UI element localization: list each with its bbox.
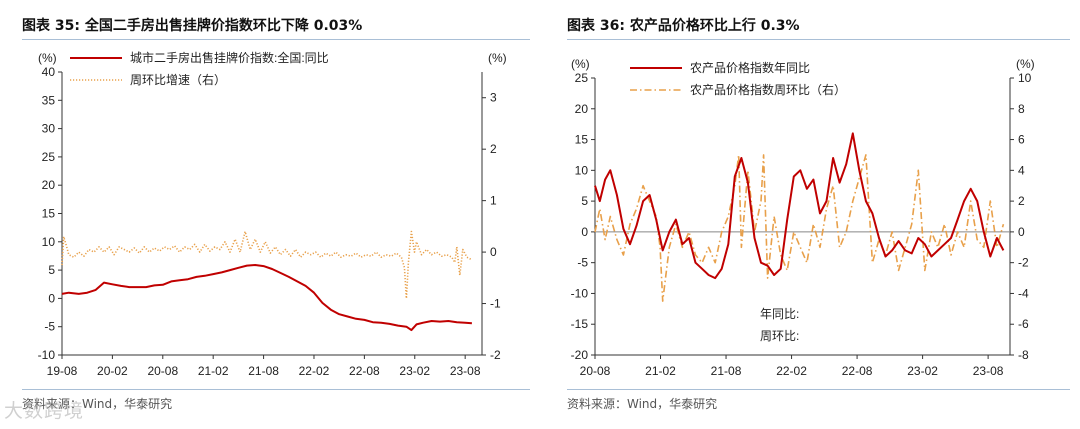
legend-label-1: 城市二手房出售挂牌价指数:全国:同比 <box>130 50 329 65</box>
series-line-1 <box>594 132 1005 280</box>
title-rule <box>567 39 1070 40</box>
left-tick-label: 0 <box>581 225 588 239</box>
series-line-1 <box>61 264 472 332</box>
left-tick-label: 35 <box>42 93 56 107</box>
left-tick-label: 0 <box>48 291 55 305</box>
x-tick-label: 22-08 <box>842 364 873 378</box>
left-tick-label: 40 <box>42 65 56 79</box>
series-line-2 <box>594 154 1005 302</box>
title-rule <box>22 39 530 40</box>
panel-title: 图表 35: 全国二手房出售挂牌价指数环比下降 0.03% <box>22 18 363 34</box>
right-tick-label: -2 <box>1018 256 1029 270</box>
right-tick-label: -2 <box>490 348 501 362</box>
x-tick-label: 20-08 <box>147 364 178 378</box>
source-note: 资料来源：Wind，华泰研究 <box>567 397 718 411</box>
source-rule <box>22 389 530 390</box>
source-rule <box>567 389 1070 390</box>
x-tick-label: 22-02 <box>776 364 807 378</box>
left-tick-label: 20 <box>42 178 56 192</box>
x-tick-label: 21-02 <box>645 364 676 378</box>
right-tick-label: -4 <box>1018 286 1029 300</box>
x-tick-label: 21-02 <box>198 364 229 378</box>
x-tick-label: 23-02 <box>399 364 430 378</box>
chart-36-svg: (%) (%)-20-15-10-50510152025-8-6-4-202468… <box>571 57 1035 378</box>
right-tick-label: 1 <box>490 194 497 208</box>
left-tick-label: -5 <box>44 320 55 334</box>
right-tick-label: -6 <box>1018 317 1029 331</box>
right-tick-label: 10 <box>1018 71 1032 85</box>
left-tick-label: 5 <box>48 263 55 277</box>
left-tick-label: -10 <box>38 348 56 362</box>
right-tick-label: -1 <box>490 297 501 311</box>
right-tick-label: 6 <box>1018 133 1025 147</box>
left-tick-label: 5 <box>581 194 588 208</box>
x-tick-label: 23-08 <box>450 364 481 378</box>
left-tick-label: -20 <box>571 348 589 362</box>
left-tick-label: 20 <box>575 102 589 116</box>
chart-35-svg: (%) (%)-10-50510152025303540-2-1012319-08… <box>38 50 507 378</box>
right-tick-label: 2 <box>1018 194 1025 208</box>
source-note: 资料来源：Wind，华泰研究 <box>22 397 173 411</box>
left-tick-label: -15 <box>571 317 589 331</box>
left-tick-label: 30 <box>42 122 56 136</box>
x-tick-label: 21-08 <box>248 364 279 378</box>
chart-panel-35: 图表 35: 全国二手房出售挂牌价指数环比下降 0.03% (%) (%) -10-… <box>22 18 530 411</box>
panel-title: 图表 36: 农产品价格环比上行 0.3% <box>567 18 800 34</box>
legend-label-2: 农产品价格指数周环比（右） <box>690 82 846 97</box>
left-tick-label: 10 <box>42 235 56 249</box>
right-tick-label: 8 <box>1018 102 1025 116</box>
right-unit-label: (%) <box>1016 57 1035 71</box>
right-unit-label: (%) <box>488 51 507 65</box>
annotation-1: 年同比: <box>760 307 799 321</box>
x-tick-label: 22-02 <box>299 364 330 378</box>
x-tick-label: 19-08 <box>47 364 78 378</box>
legend-label-2: 周环比增速（右） <box>130 72 226 87</box>
right-tick-label: 0 <box>490 245 497 259</box>
right-tick-label: 3 <box>490 91 497 105</box>
left-tick-label: 25 <box>575 71 589 85</box>
left-unit-label: (%) <box>571 57 590 71</box>
x-tick-label: 20-02 <box>97 364 128 378</box>
right-tick-label: 0 <box>1018 225 1025 239</box>
left-tick-label: 15 <box>42 207 56 221</box>
left-unit-label: (%) <box>38 51 57 65</box>
right-tick-label: 2 <box>490 142 497 156</box>
left-tick-label: 15 <box>575 133 589 147</box>
right-tick-label: -8 <box>1018 348 1029 362</box>
x-tick-label: 22-08 <box>349 364 380 378</box>
annotation-2: 周环比: <box>760 329 799 343</box>
left-tick-label: 10 <box>575 163 589 177</box>
chart-panel-36: 图表 36: 农产品价格环比上行 0.3% (%) (%) -20 -15 -10 -5 0… <box>545 0 1080 429</box>
left-tick-label: 25 <box>42 150 56 164</box>
x-tick-label: 20-08 <box>580 364 611 378</box>
left-tick-label: -5 <box>577 256 588 270</box>
x-tick-label: 23-02 <box>907 364 938 378</box>
right-tick-label: 4 <box>1018 163 1025 177</box>
x-tick-label: 21-08 <box>711 364 742 378</box>
left-tick-label: -10 <box>571 286 589 300</box>
x-tick-label: 23-08 <box>973 364 1004 378</box>
legend-label-1: 农产品价格指数年同比 <box>690 60 810 75</box>
series-line-2 <box>61 230 473 300</box>
